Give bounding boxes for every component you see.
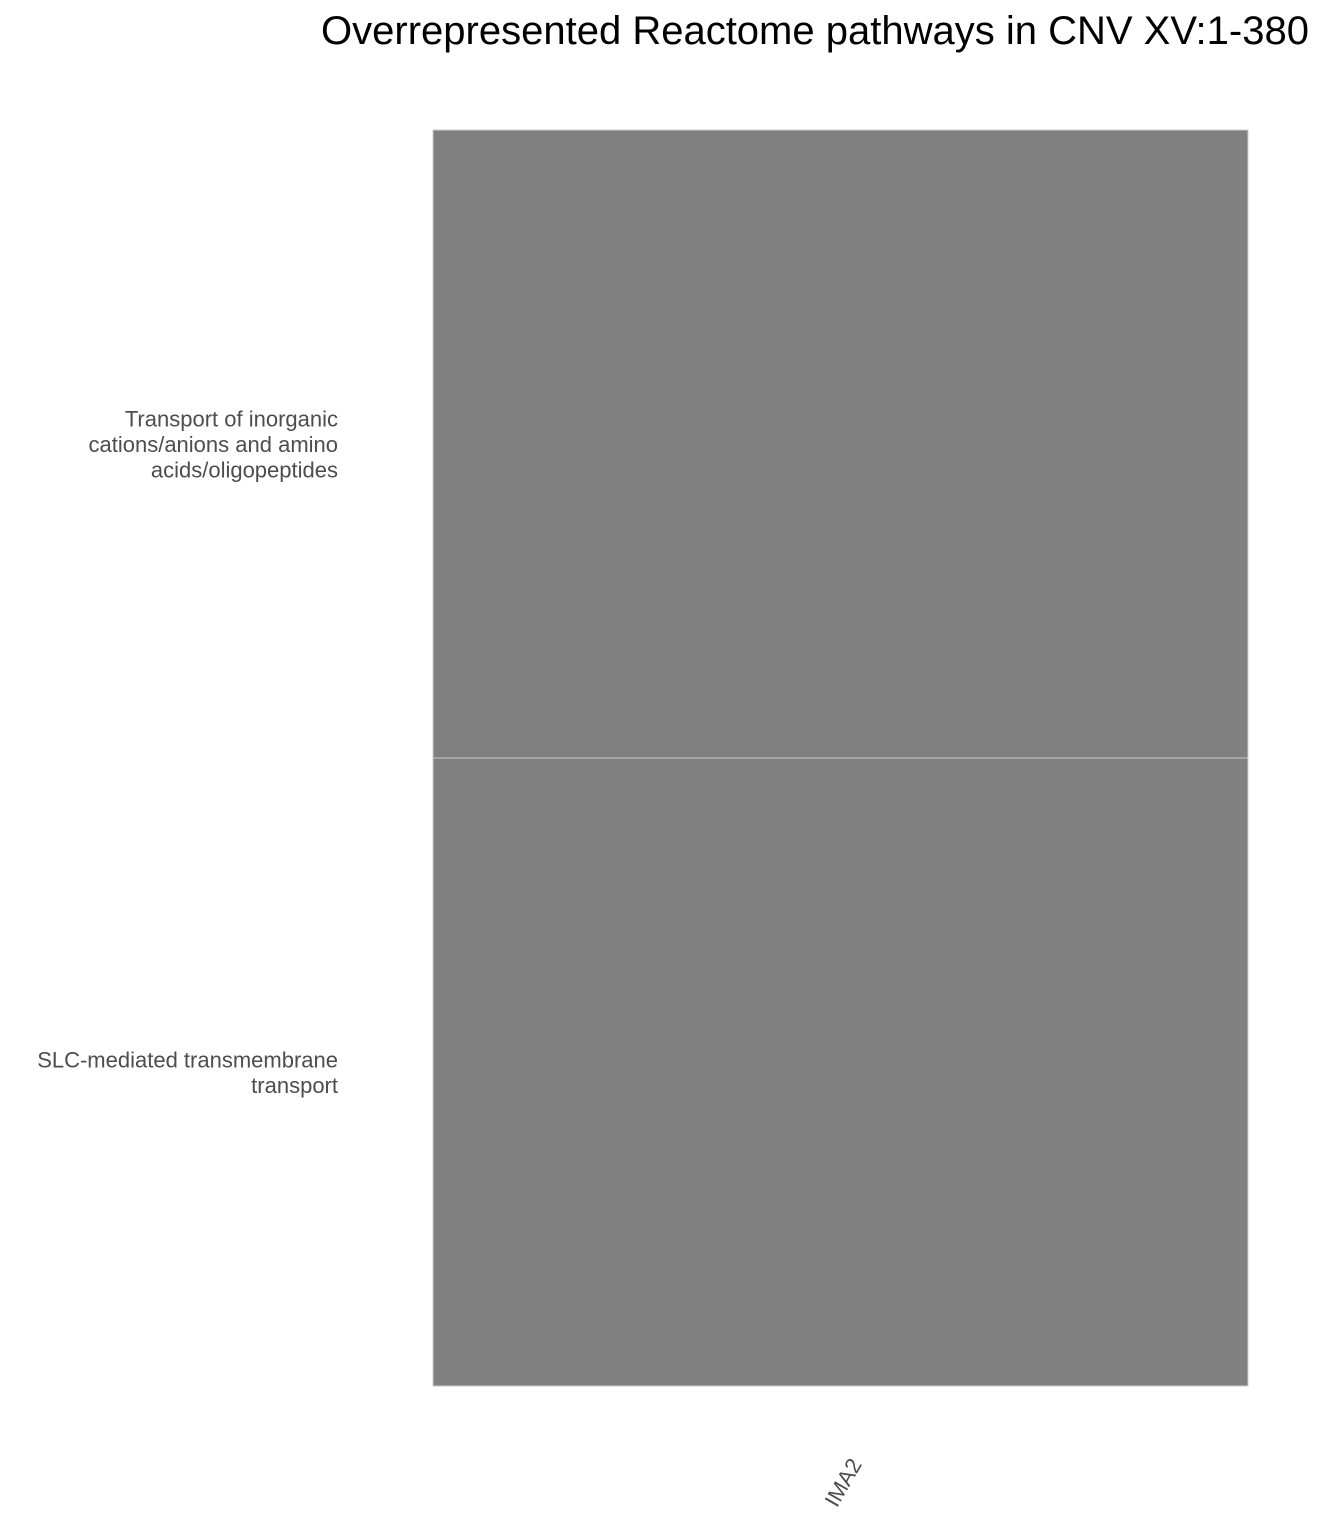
y-tick-label-line: SLC-mediated transmembrane xyxy=(37,1047,338,1072)
y-tick-label-line: acids/oligopeptides xyxy=(151,458,338,483)
y-tick-label: SLC-mediated transmembrane transport xyxy=(37,1047,338,1098)
heatmap-cell xyxy=(432,129,1249,759)
y-tick-label-line: Transport of inorganic xyxy=(125,407,338,432)
heatmap-cells xyxy=(432,129,1249,1387)
chart-title: Overrepresented Reactome pathways in CNV… xyxy=(321,9,1309,53)
y-tick-label-line: transport xyxy=(251,1073,338,1098)
x-axis-tick-labels: IMA2 xyxy=(819,1454,866,1511)
x-tick-label: IMA2 xyxy=(819,1454,866,1511)
y-tick-label-line: cations/anions and amino xyxy=(89,432,339,457)
y-tick-label: Transport of inorganic cations/anions and… xyxy=(89,407,339,483)
y-axis-tick-labels: Transport of inorganic cations/anions and… xyxy=(37,407,338,1098)
heatmap-cell xyxy=(432,757,1249,1387)
